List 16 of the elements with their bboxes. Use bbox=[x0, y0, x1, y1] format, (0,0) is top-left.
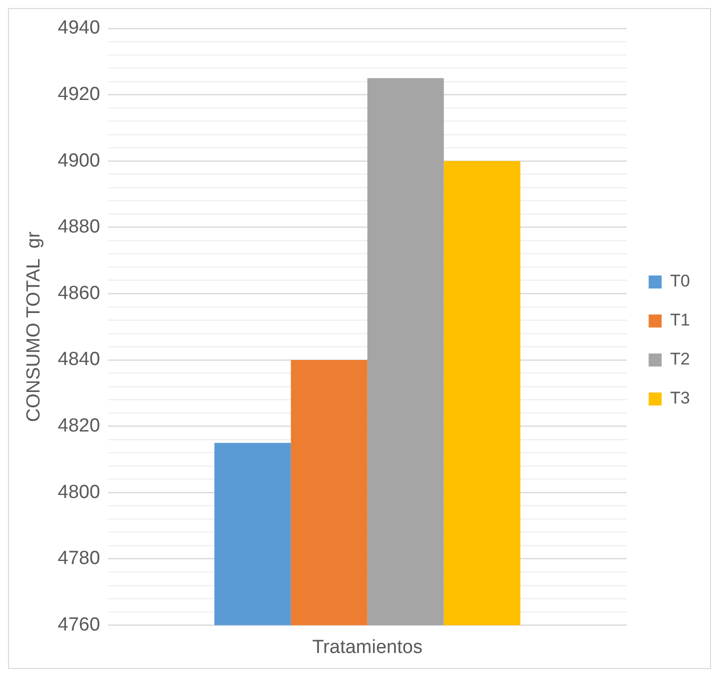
legend-label: T0 bbox=[670, 272, 690, 291]
y-tick-label: 4760 bbox=[58, 614, 100, 636]
legend-label: T2 bbox=[670, 350, 690, 369]
y-tick-label: 4780 bbox=[58, 548, 100, 570]
y-axis-title: CONSUMO TOTAL gr bbox=[24, 230, 45, 422]
legend-label: T3 bbox=[670, 388, 690, 408]
legend-label: T1 bbox=[670, 310, 690, 330]
y-tick-label: 4840 bbox=[58, 349, 100, 370]
y-tick-label: 4900 bbox=[58, 150, 100, 172]
y-tick-label: 4880 bbox=[58, 216, 100, 238]
x-tick-label: Tratamientos bbox=[312, 636, 422, 658]
y-tick-label: 4940 bbox=[58, 18, 100, 39]
y-tick-label: 4860 bbox=[58, 282, 100, 304]
y-tick-label: 4800 bbox=[58, 482, 100, 503]
y-tick-label: 4920 bbox=[58, 84, 100, 105]
y-tick-label: 4820 bbox=[58, 416, 100, 436]
